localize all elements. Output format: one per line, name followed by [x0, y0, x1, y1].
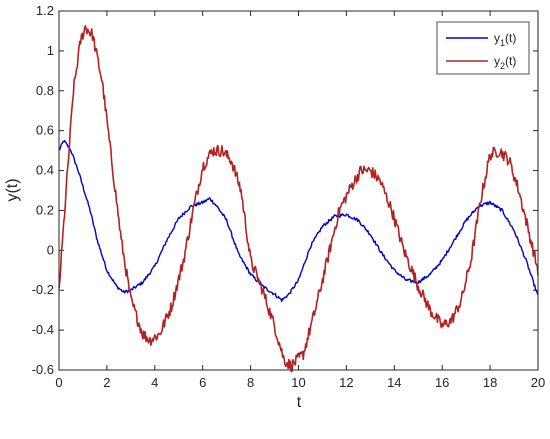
legend-label-y1: y1(t): [494, 31, 516, 48]
y-tick-label: 1: [47, 43, 54, 58]
y-tick-label: 0.6: [36, 123, 54, 138]
x-tick-label: 8: [247, 375, 254, 390]
y-tick-label: -0.4: [32, 322, 54, 337]
y-axis-label: y(t): [4, 178, 21, 201]
x-axis-label: t: [297, 394, 302, 411]
x-axis-ticks: 0 2 4 6 8 10 12 14 16 18 20: [55, 11, 545, 390]
y-tick-label: -0.2: [32, 282, 54, 297]
y-tick-label: 0.4: [36, 163, 54, 178]
series-layer: [58, 24, 539, 373]
legend-box: [436, 21, 530, 75]
x-tick-label: 2: [103, 375, 110, 390]
legend: y1(t) y2(t): [436, 21, 530, 75]
y-tick-label: 0.8: [36, 83, 54, 98]
y-axis-ticks: -0.6 -0.4 -0.2 0 0.2 0.4 0.6 0.8 1 1.2: [32, 3, 538, 377]
y-tick-label: 0: [47, 242, 54, 257]
x-tick-label: 4: [151, 375, 158, 390]
y-tick-label: 1.2: [36, 3, 54, 18]
x-tick-label: 0: [55, 375, 62, 390]
y-tick-label: 0.2: [36, 202, 54, 217]
x-tick-label: 18: [483, 375, 497, 390]
series-line-y1t: [58, 139, 539, 303]
x-tick-label: 12: [339, 375, 353, 390]
x-tick-label: 10: [291, 375, 305, 390]
legend-label-y2: y2(t): [494, 54, 516, 71]
y-tick-label: -0.6: [32, 362, 54, 377]
series-line-y2t: [58, 24, 539, 373]
x-tick-label: 6: [199, 375, 206, 390]
x-tick-label: 20: [531, 375, 545, 390]
x-tick-label: 14: [387, 375, 401, 390]
plot-frame: [58, 10, 539, 371]
x-tick-label: 16: [435, 375, 449, 390]
